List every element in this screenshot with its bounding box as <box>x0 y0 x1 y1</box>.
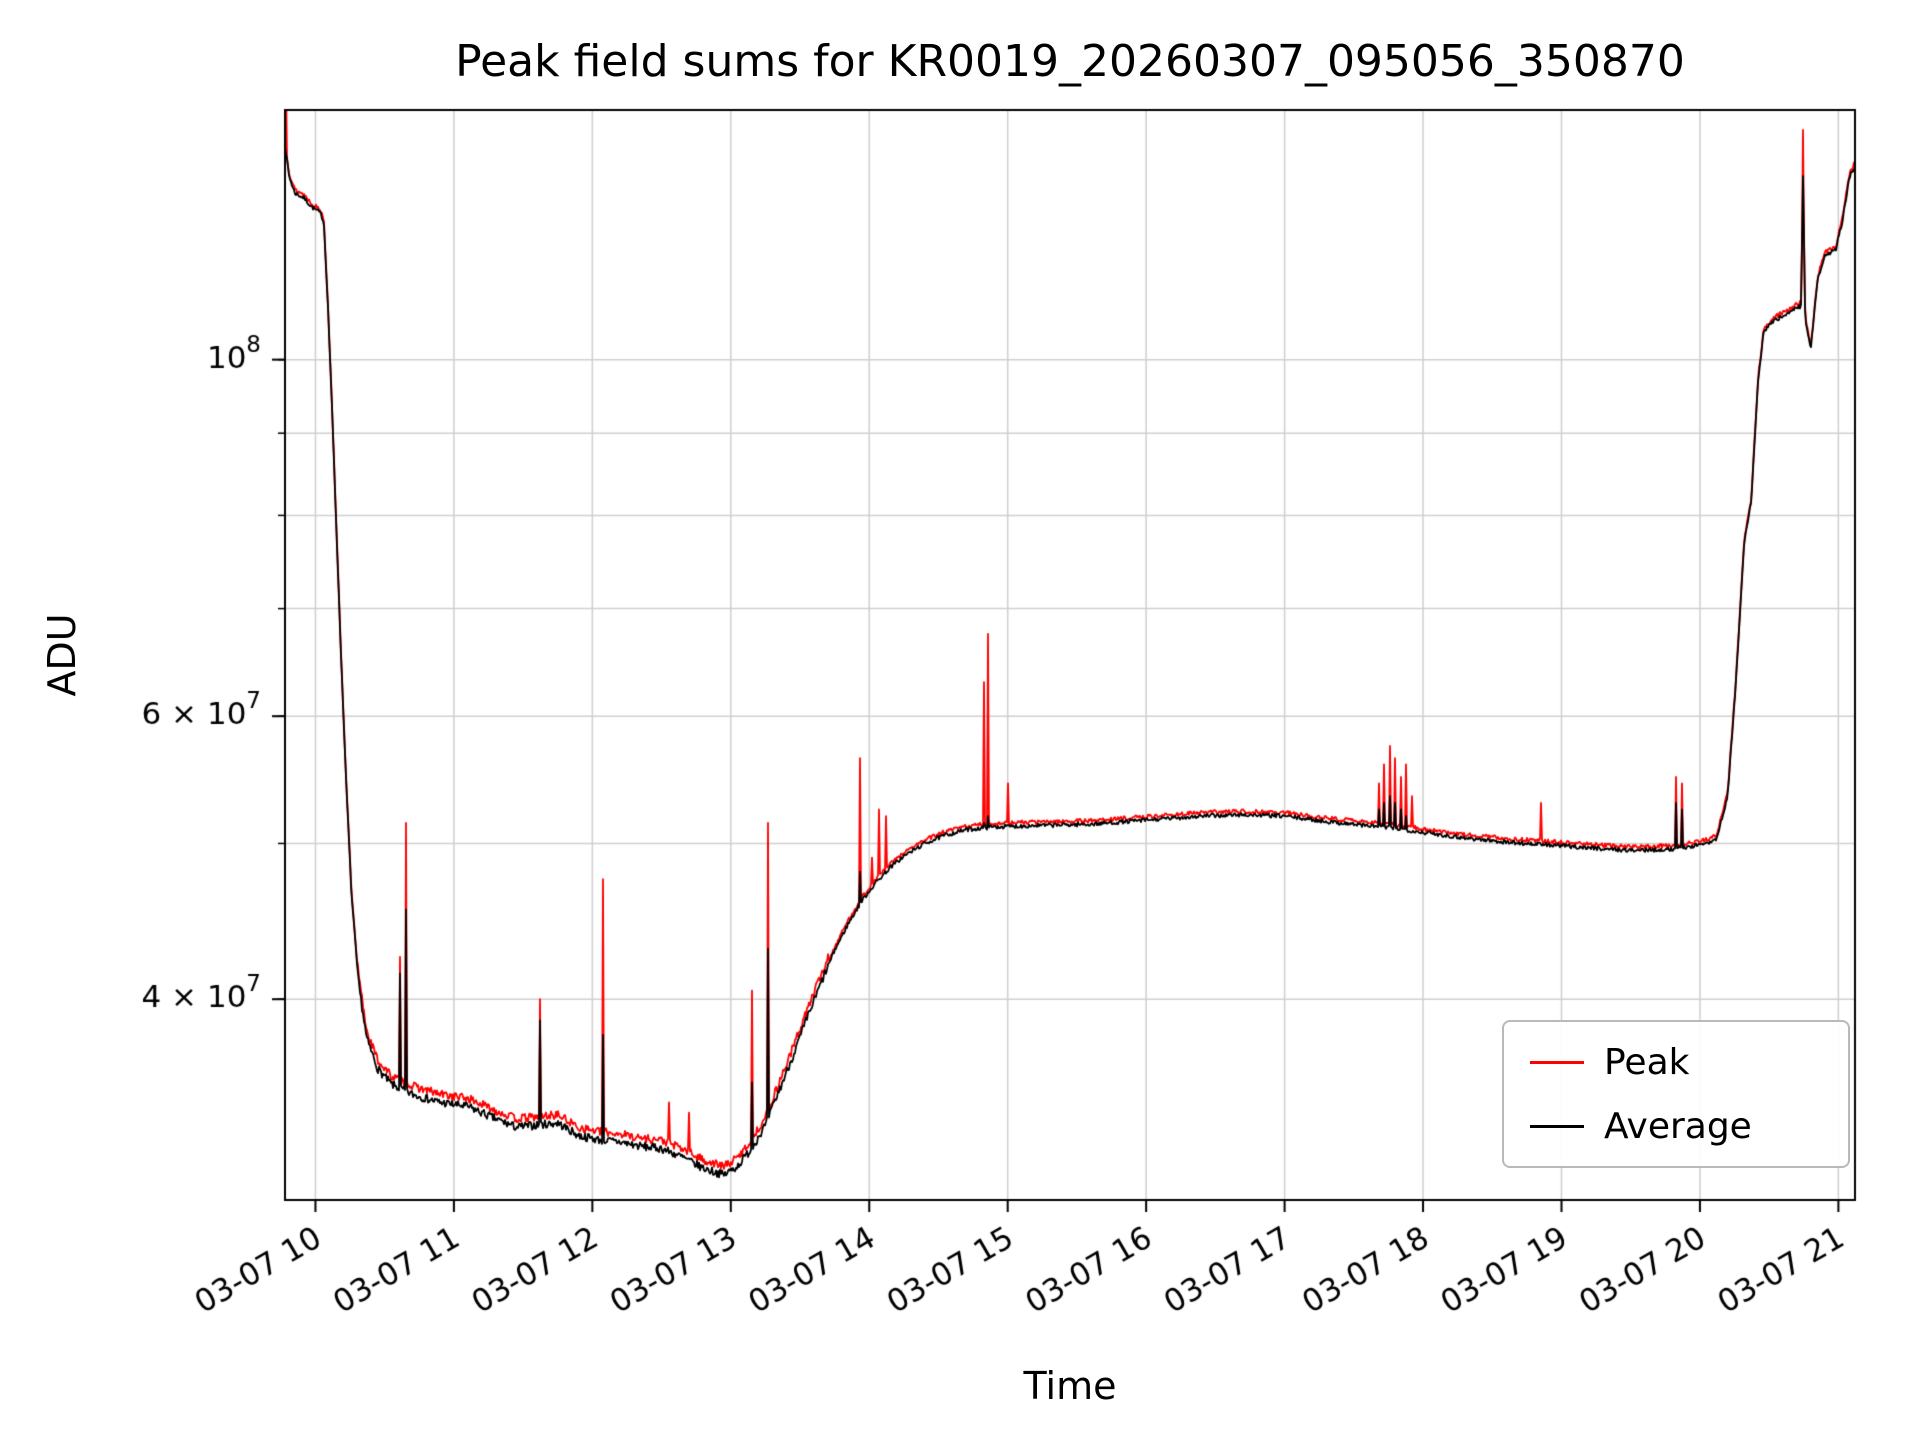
legend-item-peak: Peak <box>1530 1034 1822 1090</box>
average-line-swatch <box>1530 1124 1584 1128</box>
legend-label-peak: Peak <box>1604 1041 1690 1083</box>
peak-line-swatch <box>1530 1060 1584 1064</box>
legend-item-average: Average <box>1530 1098 1822 1154</box>
chart-title: Peak field sums for KR0019_20260307_0950… <box>455 36 1685 87</box>
legend-label-average: Average <box>1604 1105 1752 1147</box>
legend: Peak Average <box>1502 1020 1850 1168</box>
y-axis-label: ADU <box>40 613 84 697</box>
x-axis-label: Time <box>1023 1364 1117 1408</box>
